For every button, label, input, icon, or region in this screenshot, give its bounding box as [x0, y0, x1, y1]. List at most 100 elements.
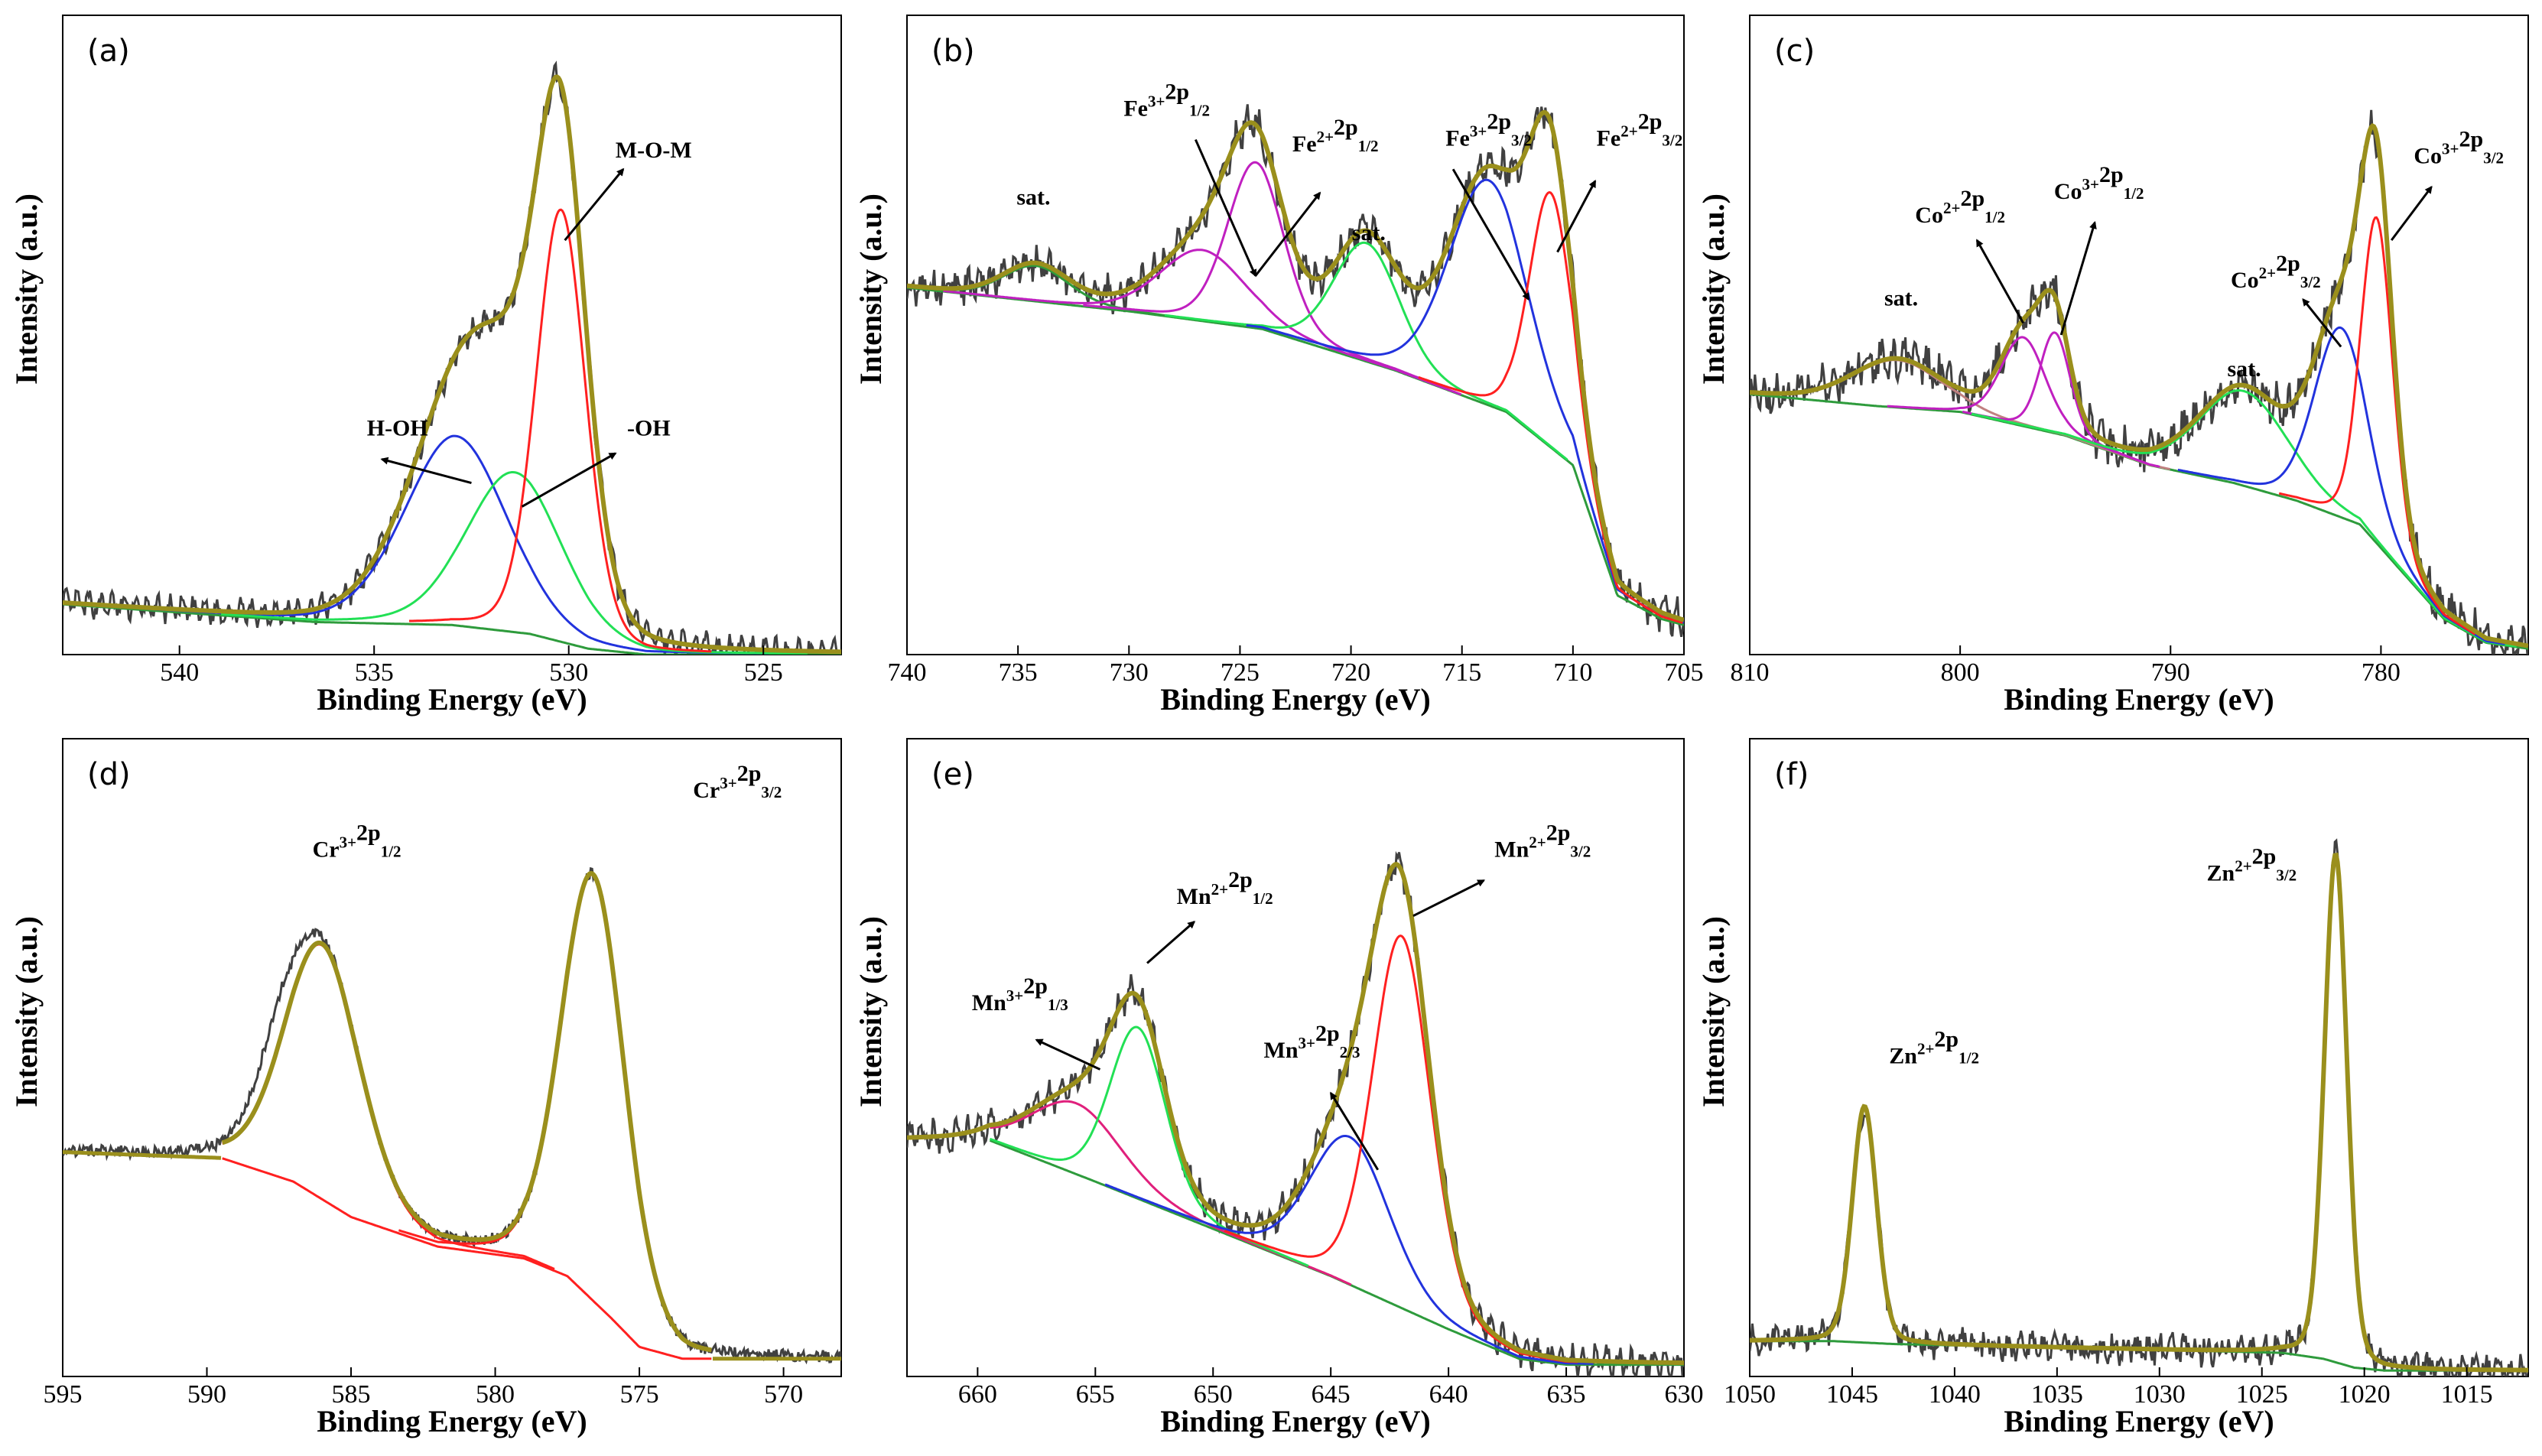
peak-label: sat. — [1884, 285, 1918, 310]
fit-envelope — [63, 74, 841, 655]
peak-component-1 — [1789, 1105, 1939, 1345]
panel-c: 810 800 790 780 Binding Energy (eV) Intensity… — [1696, 15, 2529, 717]
fit-envelope — [1750, 852, 2528, 1373]
x-tick-label: 740 — [888, 658, 927, 687]
panel-d: 595 590 585 580 575 570 Binding Energy (eV) Int… — [9, 738, 842, 1438]
x-tick-label: 570 — [764, 1380, 803, 1409]
x-axis-label: Binding Energy (eV) — [317, 1404, 587, 1438]
x-tick-label: 585 — [332, 1380, 371, 1409]
y-axis-label: Intensity (a.u.) — [853, 193, 888, 385]
x-axis-label: Binding Energy (eV) — [317, 682, 587, 717]
peak-component-2 — [943, 249, 1462, 396]
peak-component-6 — [2278, 216, 2476, 635]
fit-envelope — [907, 109, 1684, 622]
plot-frame — [62, 15, 842, 655]
x-axis-label: Binding Energy (eV) — [2004, 682, 2274, 717]
annotation-arrow — [521, 452, 617, 508]
annotation-arrow — [1035, 1038, 1101, 1071]
x-tick-label: 1030 — [2134, 1380, 2186, 1409]
peak-label: H-OH — [367, 416, 428, 441]
peak-label: sat. — [1016, 185, 1050, 210]
annotation-arrow — [564, 167, 625, 242]
peak-component-4 — [1224, 934, 1578, 1363]
plot-frame — [1749, 15, 2529, 655]
annotation-arrow — [1194, 138, 1257, 278]
peak-label: Mn2+2p3/2 — [1494, 820, 1591, 862]
x-tick-label: 645 — [1312, 1380, 1351, 1409]
y-axis-label: Intensity (a.u.) — [9, 916, 44, 1107]
x-tick-label: 575 — [620, 1380, 659, 1409]
peak-label: sat. — [1352, 220, 1386, 245]
panel-a: 540 535 530 525 Binding Energy (eV) Intensity… — [9, 15, 842, 717]
peak-label: Fe2+2p1/2 — [1292, 115, 1379, 157]
panel-letter: (d) — [87, 757, 131, 792]
x-tick-label: 730 — [1110, 658, 1149, 687]
x-tick-label: 790 — [2151, 658, 2190, 687]
peak-component-4 — [1164, 241, 1568, 461]
peak-label: Co3+2p1/2 — [2054, 162, 2144, 204]
x-tick-label: 1025 — [2236, 1380, 2288, 1409]
panel-b: 740 735 730 725 720 715 710 705 Binding Energy (… — [853, 15, 1704, 717]
peak-label: Fe3+2p1/2 — [1123, 80, 1210, 122]
plot-frame — [906, 738, 1685, 1377]
x-tick-label: 540 — [160, 658, 199, 687]
annotation-arrow — [1254, 191, 1321, 277]
peak-component-3 — [409, 208, 712, 653]
peak-label: Mn2+2p1/2 — [1177, 867, 1273, 909]
x-axis-label: Binding Energy (eV) — [2004, 1404, 2274, 1438]
peak-label: Co2+2p1/2 — [1915, 186, 2005, 228]
annotation-arrow — [2302, 297, 2342, 348]
fit-envelope — [221, 871, 712, 1353]
x-tick-label: 525 — [744, 658, 783, 687]
y-axis-label: Intensity (a.u.) — [853, 916, 888, 1107]
x-tick-label: 590 — [187, 1380, 226, 1409]
peak-label: -OH — [627, 416, 671, 441]
outer-baseline — [63, 1150, 841, 1361]
x-axis-label: Binding Energy (eV) — [1160, 682, 1430, 717]
peak-component-2 — [2267, 853, 2404, 1368]
x-tick-label: 650 — [1194, 1380, 1233, 1409]
peak-label: Zn2+2p3/2 — [2206, 843, 2297, 886]
x-tick-label: 630 — [1665, 1380, 1704, 1409]
peak-label: Mn3+2p2/3 — [1264, 1021, 1360, 1063]
x-tick-label: 635 — [1547, 1380, 1586, 1409]
x-tick-label: 1040 — [1929, 1380, 1981, 1409]
y-axis-label: Intensity (a.u.) — [1696, 916, 1731, 1107]
peak-component-1 — [222, 943, 555, 1270]
background-curve — [222, 1157, 712, 1360]
x-tick-label: 715 — [1442, 658, 1481, 687]
peak-component-2 — [220, 471, 808, 655]
x-tick-label: 710 — [1553, 658, 1592, 687]
peak-label: Fe3+2p3/2 — [1445, 109, 1532, 151]
peak-label: M-O-M — [616, 138, 692, 163]
plot-frame — [906, 15, 1685, 655]
panel-letter: (b) — [931, 34, 975, 69]
x-tick-label: 595 — [44, 1380, 83, 1409]
panel-letter: (e) — [931, 757, 974, 792]
peak-label: Fe2+2p3/2 — [1597, 109, 1683, 151]
x-tick-label: 640 — [1429, 1380, 1468, 1409]
x-tick-label: 1015 — [2441, 1380, 2493, 1409]
panel-f: 1050 1045 1040 1035 1030 1025 1020 1015 Binding … — [1696, 738, 2529, 1438]
x-tick-label: 1020 — [2339, 1380, 2391, 1409]
x-tick-label: 1050 — [1724, 1380, 1776, 1409]
panel-letter: (c) — [1774, 34, 1815, 69]
annotation-arrow — [1975, 239, 2024, 324]
plot-frame — [1749, 738, 2529, 1377]
peak-component-5 — [1246, 178, 1684, 624]
annotation-arrow — [380, 457, 472, 484]
peak-component-3 — [1083, 161, 1429, 382]
peak-label: sat. — [2227, 356, 2261, 382]
panel-letter: (a) — [87, 34, 130, 69]
peak-label: Co2+2p3/2 — [2231, 251, 2321, 293]
x-tick-label: 535 — [355, 658, 394, 687]
peak-label: Cr3+2p1/2 — [313, 820, 401, 862]
annotation-arrow — [1556, 179, 1597, 253]
x-tick-label: 810 — [1731, 658, 1770, 687]
y-axis-label: Intensity (a.u.) — [1696, 193, 1731, 385]
x-tick-label: 720 — [1331, 658, 1370, 687]
peak-component-3 — [1104, 1135, 1594, 1365]
background-curve — [989, 1139, 1684, 1367]
x-tick-label: 530 — [549, 658, 588, 687]
annotation-arrow — [2059, 221, 2097, 336]
